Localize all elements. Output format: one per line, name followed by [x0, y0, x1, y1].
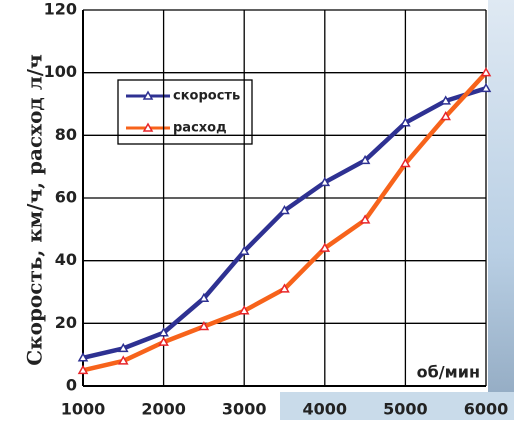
- y-tick-label: 20: [55, 313, 77, 332]
- background-photo: [488, 0, 514, 420]
- legend-label: расход: [173, 121, 227, 136]
- chart: Скорость, км/ч, расход л/ч об/мин скорос…: [0, 0, 514, 420]
- y-tick-label: 100: [44, 62, 77, 81]
- x-tick-label: 6000: [464, 400, 509, 419]
- y-tick-label: 80: [55, 125, 77, 144]
- x-tick-label: 3000: [222, 400, 267, 419]
- legend-label: скорость: [173, 89, 240, 104]
- y-axis-label: Скорость, км/ч, расход л/ч: [23, 54, 47, 366]
- y-tick-label: 120: [44, 0, 77, 19]
- y-tick-label: 60: [55, 188, 77, 207]
- y-tick-label: 0: [66, 376, 77, 395]
- y-tick-label: 40: [55, 250, 77, 269]
- x-tick-label: 4000: [303, 400, 348, 419]
- x-axis-label: об/мин: [417, 363, 480, 382]
- legend: скорость расход: [118, 80, 252, 144]
- x-tick-label: 5000: [383, 400, 428, 419]
- x-tick-label: 2000: [141, 400, 186, 419]
- x-tick-label: 1000: [61, 400, 106, 419]
